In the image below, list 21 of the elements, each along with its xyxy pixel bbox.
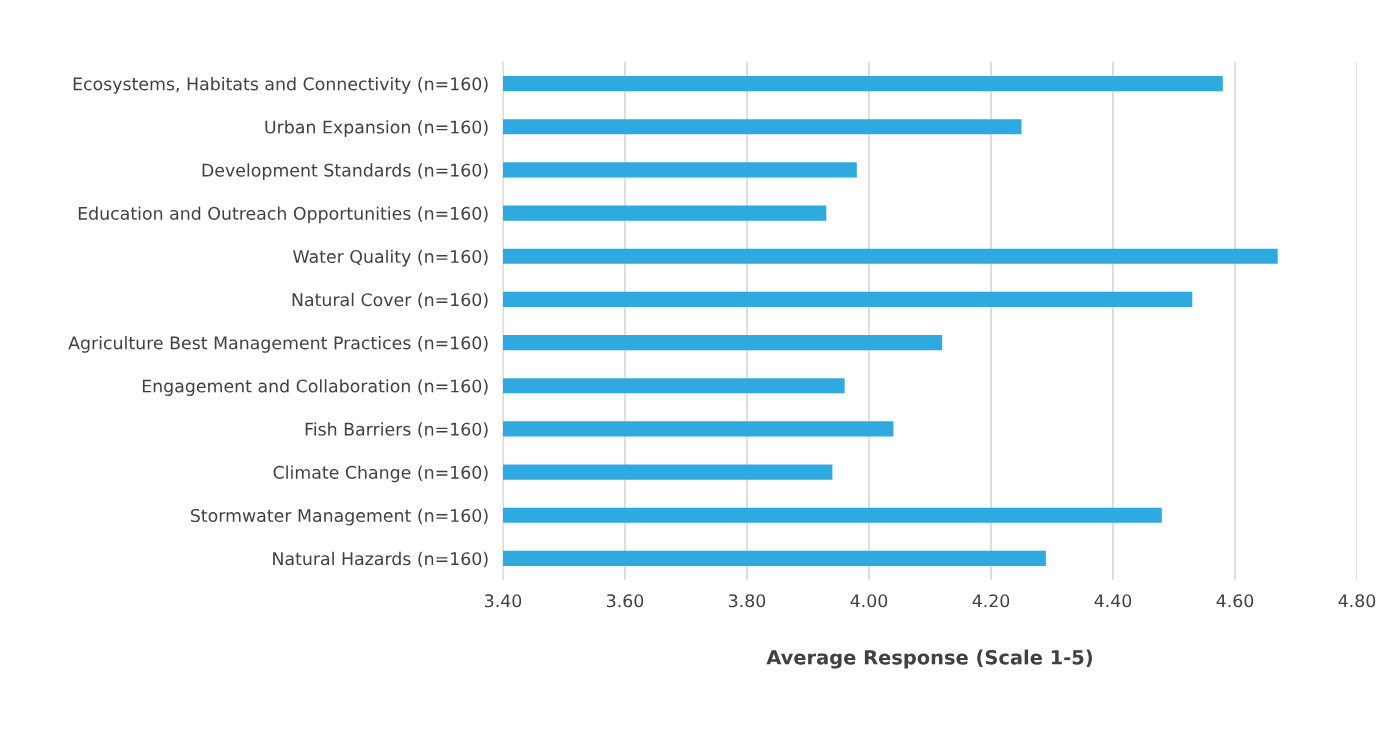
y-tick-label: Natural Cover (n=160)	[292, 292, 488, 309]
x-tick-label: 3.80	[729, 594, 766, 608]
y-tick-label: Stormwater Management (n=160)	[190, 508, 488, 526]
y-tick-label: Fish Barriers (n=160)	[305, 422, 488, 438]
x-axis-title: Average Response (Scale 1-5)	[766, 649, 1093, 669]
x-tick-label: 4.20	[972, 594, 1010, 608]
y-tick-label: Natural Hazards (n=160)	[273, 551, 488, 568]
y-tick-label: Urban Expansion (n=160)	[265, 120, 488, 137]
x-tick-label: 4.00	[850, 594, 888, 608]
x-tick-label: 3.40	[485, 594, 522, 608]
y-tick-label: Climate Change (n=160)	[273, 465, 488, 483]
x-tick-label: 3.60	[607, 594, 644, 608]
y-tick-label: Agriculture Best Management Practices (n=160)	[68, 335, 488, 353]
y-tick-label: Water Quality (n=160)	[293, 249, 488, 267]
y-tick-label: Engagement and Collaboration (n=160)	[142, 379, 488, 396]
x-tick-label: 4.40	[1094, 594, 1132, 608]
y-tick-label: Education and Outreach Opportunities (n=160)	[78, 206, 488, 224]
x-tick-label: 4.60	[1216, 594, 1254, 608]
y-tick-label: Development Standards (n=160)	[202, 163, 488, 181]
y-tick-label: Ecosystems, Habitats and Connectivity (n=160)	[73, 76, 488, 94]
x-tick-label: 4.80	[1338, 594, 1376, 608]
